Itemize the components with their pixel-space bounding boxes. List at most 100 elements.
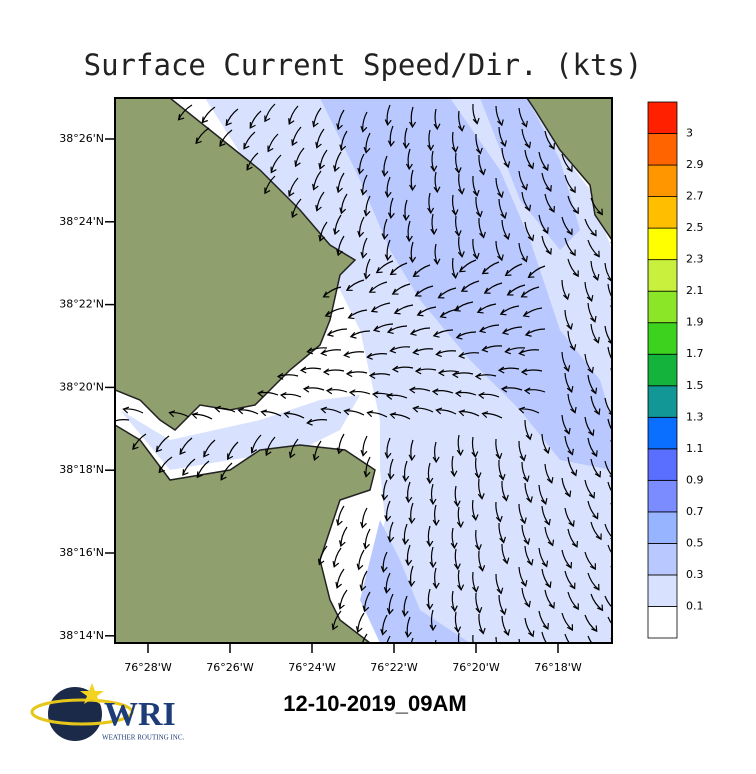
- current-arrow: [451, 194, 459, 216]
- x-tick-label: 76°26'W: [206, 661, 254, 674]
- current-arrow: [607, 544, 612, 555]
- current-arrow: [524, 149, 535, 170]
- logo-tagline: WEATHER ROUTING INC.: [102, 734, 184, 742]
- current-arrow: [478, 550, 486, 572]
- current-arrow: [472, 634, 474, 643]
- current-arrow: [457, 236, 465, 258]
- current-arrow: [561, 612, 574, 632]
- current-arrow: [360, 174, 368, 196]
- current-arrow: [590, 593, 604, 612]
- current-arrow: [343, 408, 365, 416]
- current-arrow: [409, 241, 417, 264]
- current-arrow: [472, 238, 480, 260]
- current-arrow: [158, 456, 173, 474]
- current-arrow: [429, 483, 437, 506]
- y-tick-label: 38°18'N: [59, 463, 104, 476]
- colorbar-label: 1.5: [686, 379, 704, 392]
- current-arrow: [474, 457, 482, 479]
- current-arrow: [412, 348, 434, 356]
- current-arrow: [481, 261, 500, 275]
- current-arrow: [389, 346, 411, 354]
- y-tick-label: 38°14'N: [59, 629, 104, 642]
- colorbar-box: [647, 259, 678, 292]
- current-arrow: [561, 549, 573, 569]
- current-arrow: [504, 347, 526, 355]
- current-arrow: [457, 110, 465, 132]
- x-tick-label: 76°24'W: [288, 661, 336, 674]
- colorbar-box: [647, 416, 678, 450]
- current-arrow: [458, 351, 480, 359]
- current-arrow: [483, 282, 503, 294]
- title: Surface Current Speed/Dir. (kts): [84, 48, 643, 82]
- current-arrow: [590, 197, 603, 216]
- colorbar-box: [647, 101, 678, 134]
- current-arrow: [408, 565, 416, 588]
- current-arrow: [260, 409, 282, 417]
- shade-mid: [320, 98, 612, 470]
- current-arrow: [288, 105, 299, 126]
- colorbar-label: 2.7: [686, 190, 704, 203]
- current-arrow: [432, 567, 440, 590]
- current-arrow: [564, 633, 570, 643]
- current-arrow: [498, 522, 507, 544]
- current-arrow: [291, 126, 302, 147]
- current-arrow: [524, 419, 533, 441]
- y-tick-label: 38°20'N: [59, 380, 104, 393]
- current-arrow: [355, 612, 365, 634]
- current-arrow: [607, 283, 612, 301]
- current-arrow: [435, 407, 457, 415]
- current-arrow: [427, 192, 435, 215]
- current-arrow: [584, 353, 594, 374]
- current-arrow: [430, 213, 438, 236]
- current-arrow: [472, 175, 480, 197]
- current-arrow: [567, 258, 579, 278]
- current-arrow: [521, 524, 531, 546]
- current-arrow: [317, 545, 328, 566]
- current-arrow: [437, 287, 457, 299]
- current-arrow: [564, 237, 576, 257]
- axes: 38°26'N 38°24'N 38°22'N 38°20'N 38°18'N 38°16…: [59, 132, 582, 674]
- current-arrow: [402, 127, 410, 150]
- current-arrow: [294, 147, 305, 168]
- current-arrow: [587, 302, 597, 323]
- current-arrow: [472, 571, 479, 593]
- current-arrow: [607, 616, 612, 625]
- current-arrow: [474, 372, 497, 380]
- colorbar-label: 2.5: [686, 221, 704, 234]
- current-arrow: [336, 433, 345, 455]
- colorbar-label: 2.3: [686, 253, 704, 266]
- current-arrow: [567, 195, 579, 215]
- current-arrow: [357, 153, 365, 175]
- current-arrow: [477, 391, 500, 399]
- current-arrow: [227, 441, 239, 461]
- current-arrow: [450, 455, 458, 478]
- current-arrow: [201, 106, 216, 124]
- current-arrow: [306, 347, 328, 355]
- current-arrow: [457, 569, 465, 592]
- land: [115, 98, 357, 431]
- current-arrow: [564, 570, 576, 590]
- current-arrow: [431, 388, 454, 396]
- current-arrow: [384, 437, 392, 459]
- current-arrow: [522, 307, 543, 318]
- current-arrow: [456, 434, 464, 457]
- colorbar-label: 0.1: [686, 599, 704, 612]
- current-arrow: [409, 106, 417, 129]
- logo: WRI WEATHER ROUTING INC.: [30, 683, 184, 742]
- current-arrow: [363, 195, 371, 217]
- current-arrow: [538, 610, 549, 630]
- current-arrow: [380, 551, 388, 573]
- colorbar-label: 1.9: [686, 316, 704, 329]
- colorbar-box: [647, 227, 678, 261]
- colorbar-box: [647, 574, 678, 607]
- current-arrow: [520, 368, 543, 376]
- current-arrow: [538, 547, 549, 568]
- current-arrow: [564, 372, 574, 393]
- current-arrow: [432, 504, 440, 527]
- current-arrow: [541, 568, 552, 589]
- current-arrow: [564, 309, 573, 331]
- current-arrow: [541, 433, 551, 455]
- shade-mid: [480, 98, 580, 250]
- current-arrow: [495, 501, 503, 523]
- current-arrow: [518, 242, 528, 263]
